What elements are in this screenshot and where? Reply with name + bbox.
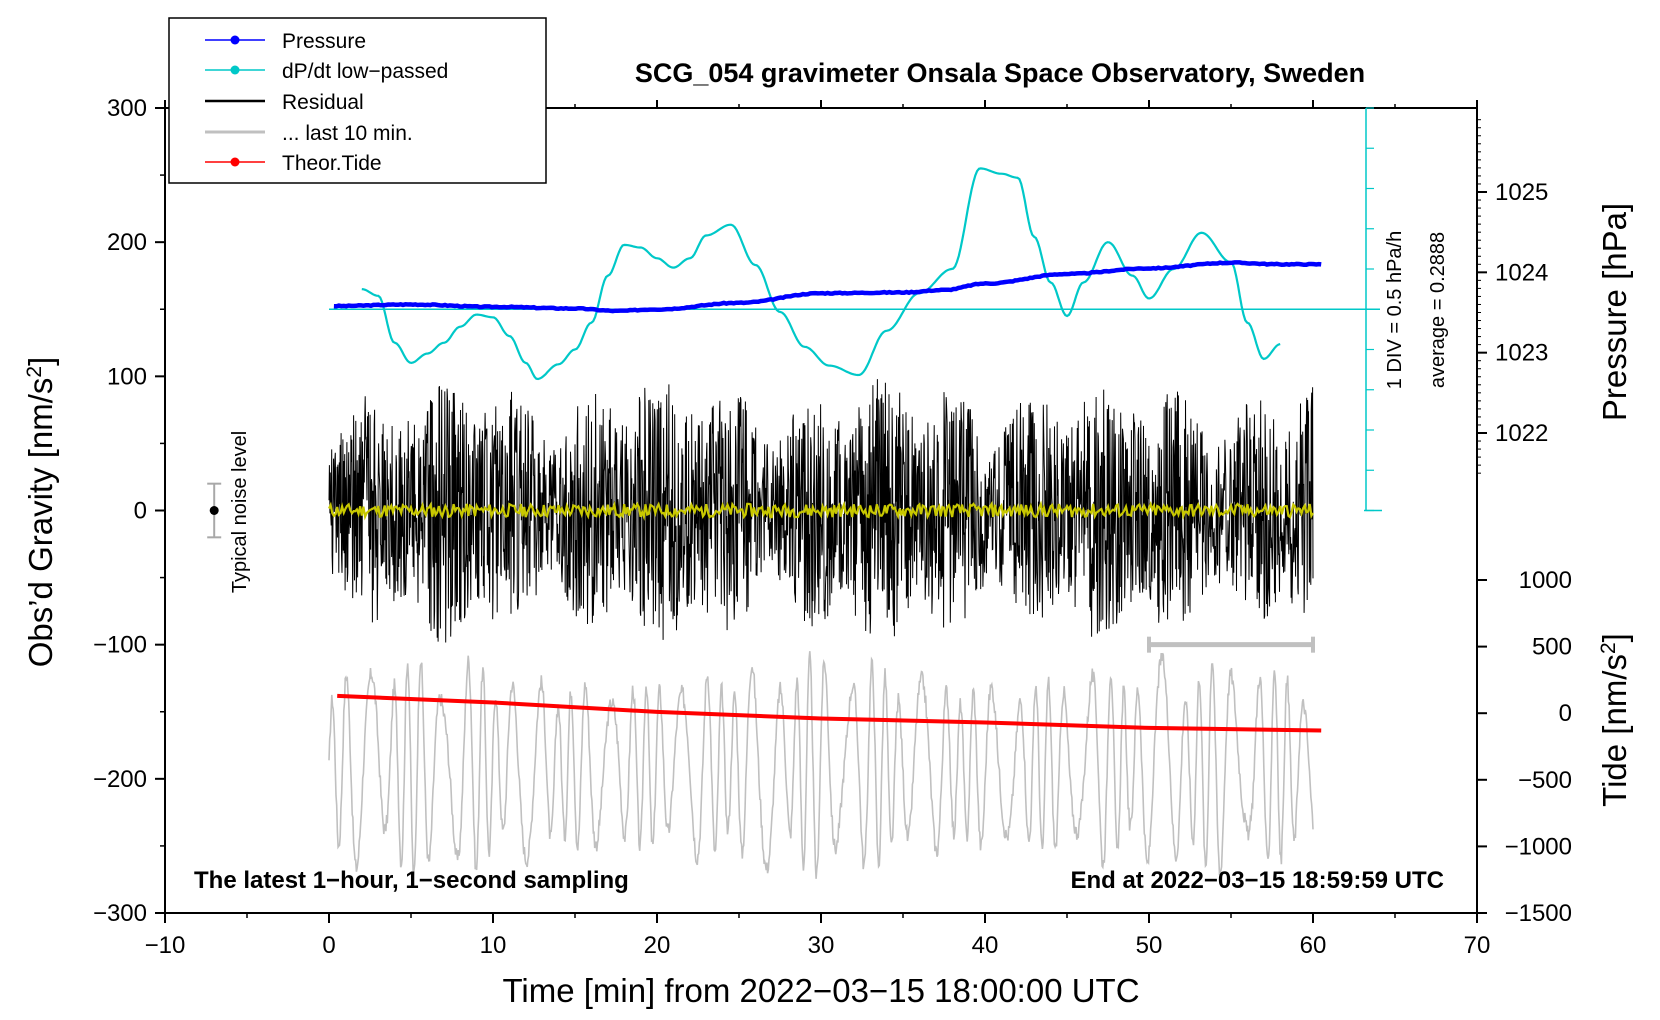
legend-item-residual: Residual <box>205 91 364 114</box>
x-tick-label: 50 <box>1136 932 1163 959</box>
x-tick-label: 60 <box>1300 932 1327 959</box>
x-tick-label: 10 <box>480 932 507 959</box>
pressure-tick-label: 1023 <box>1495 340 1548 367</box>
pressure-line <box>333 260 1322 314</box>
chart-title: SCG_054 gravimeter Onsala Space Observat… <box>635 58 1365 88</box>
pressure-tick-label: 1025 <box>1495 179 1548 206</box>
legend-marker-pressure <box>230 35 240 45</box>
y-axis-tide-label-prefix: Tide [nm/s <box>1596 654 1633 807</box>
x-tick-label: 40 <box>972 932 999 959</box>
last-10-min-series-layer <box>328 651 1314 879</box>
pressure-tick-label: 1024 <box>1495 259 1548 286</box>
residual-smoothed-line <box>328 500 1314 521</box>
x-axis: −10 0 10 20 30 40 50 60 70 <box>145 100 1491 959</box>
dpdt-average-label: average = 0.2888 <box>1427 232 1449 388</box>
y-tick-label: 300 <box>107 95 147 122</box>
dpdt-div-label: 1 DIV = 0.5 hPa/h <box>1384 231 1406 389</box>
y-axis-tide-label: Tide [nm/s2] <box>1596 633 1633 807</box>
x-tick-label: −10 <box>145 932 186 959</box>
legend-label-dpdt: dP/dt low−passed <box>282 60 448 83</box>
y-axis-tide-label-sup: 2 <box>1597 642 1620 654</box>
legend-label-tide: Theor.Tide <box>282 152 382 175</box>
residual-smoothed-layer <box>328 500 1314 521</box>
tide-tick-label: 1000 <box>1519 567 1572 594</box>
y-tick-label: 0 <box>134 498 147 525</box>
residual-series-layer <box>328 379 1314 643</box>
legend: Pressure dP/dt low−passed Residual ... l… <box>168 17 547 184</box>
tide-tick-label: −1000 <box>1505 833 1572 860</box>
y-tick-label: −200 <box>93 766 147 793</box>
end-time-note: End at 2022−03−15 18:59:59 UTC <box>1070 867 1444 894</box>
tide-tick-label: 0 <box>1559 700 1572 727</box>
y-tick-label: 100 <box>107 363 147 390</box>
pressure-tick-label: 1022 <box>1495 420 1548 447</box>
x-tick-label: 70 <box>1464 932 1491 959</box>
legend-marker-dpdt <box>230 65 240 75</box>
dpdt-series-layer <box>329 107 1382 512</box>
tide-tick-label: −1500 <box>1505 900 1572 927</box>
legend-item-pressure: Pressure <box>205 30 366 53</box>
legend-marker-tide <box>230 157 240 167</box>
y-axis-left-label-sup: 2 <box>23 366 46 378</box>
residual-line <box>328 379 1314 643</box>
tide-line <box>337 693 1322 733</box>
legend-label-residual: Residual <box>282 91 364 114</box>
y-axis-left-label-suffix: ] <box>22 357 59 366</box>
last-10-min-line <box>328 651 1314 879</box>
noise-level-label: Typical noise level <box>229 431 251 593</box>
tide-tick-label: −500 <box>1518 767 1572 794</box>
y-axis-left-label: Obs’d Gravity [nm/s2] <box>22 357 59 668</box>
dpdt-line <box>361 167 1281 381</box>
y-tick-label: −100 <box>93 632 147 659</box>
x-tick-label: 30 <box>808 932 835 959</box>
pressure-series-layer <box>333 260 1322 314</box>
y-axis-pressure: 1025 1024 1023 1022 <box>1477 119 1548 474</box>
tide-tick-label: 500 <box>1532 634 1572 661</box>
y-axis-left-label-prefix: Obs’d Gravity [nm/s <box>22 378 59 668</box>
annotation-marks-layer <box>207 482 1315 653</box>
x-axis-label: Time [min] from 2022−03−15 18:00:00 UTC <box>502 972 1139 1009</box>
tide-series-layer <box>337 693 1322 733</box>
legend-item-tide: Theor.Tide <box>205 152 382 175</box>
legend-label-pressure: Pressure <box>282 30 366 53</box>
x-tick-label: 20 <box>644 932 671 959</box>
y-axis-pressure-label: Pressure [hPa] <box>1596 203 1633 421</box>
legend-label-last-10-min: ... last 10 min. <box>282 122 413 145</box>
y-tick-label: −300 <box>93 900 147 927</box>
y-tick-label: 200 <box>107 229 147 256</box>
x-tick-label: 0 <box>322 932 335 959</box>
noise-level-point <box>209 506 219 515</box>
legend-item-dpdt: dP/dt low−passed <box>205 60 448 83</box>
y-axis-tide: 1000 500 0 −500 −1000 −1500 <box>1477 567 1572 927</box>
y-axis-left: 300 200 100 0 −100 −200 −300 <box>93 95 165 927</box>
y-axis-tide-label-suffix: ] <box>1596 633 1633 642</box>
legend-item-last-10-min: ... last 10 min. <box>205 122 413 145</box>
sampling-note: The latest 1−hour, 1−second sampling <box>194 867 629 894</box>
